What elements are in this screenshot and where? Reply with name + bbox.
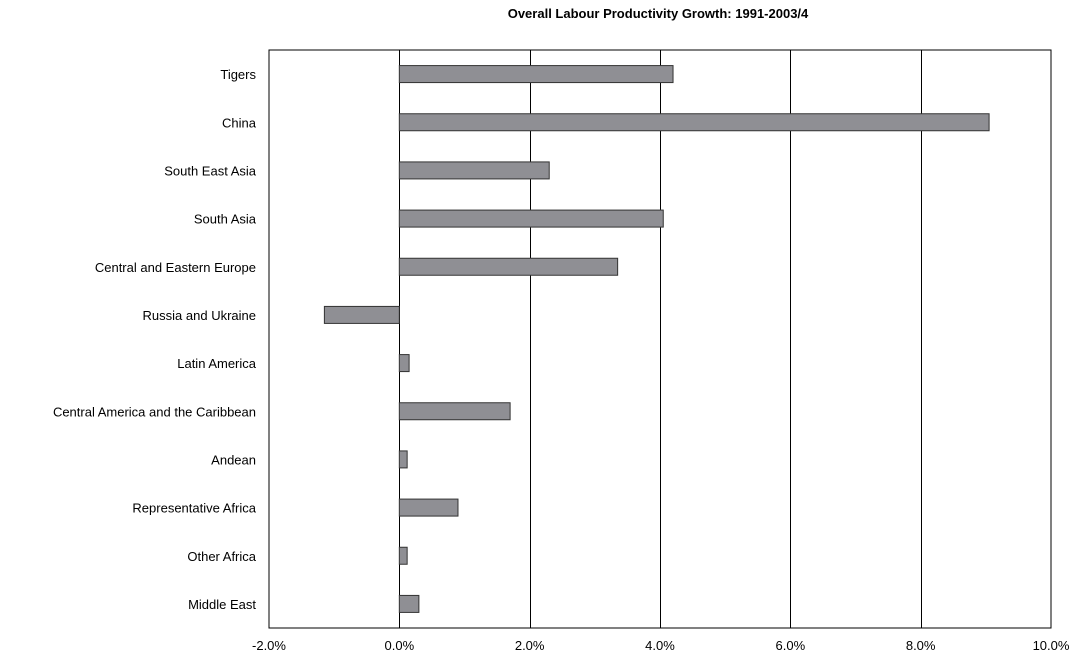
bar-0 [398, 65, 674, 84]
x-tick-label-0: -2.0% [252, 638, 286, 653]
bar-7 [398, 402, 511, 421]
category-label-10: Other Africa [187, 549, 256, 564]
x-tick-label-2: 2.0% [515, 638, 545, 653]
bar-6 [398, 354, 410, 373]
bar-5 [323, 305, 400, 324]
bar-9 [398, 498, 459, 517]
bar-8 [398, 450, 408, 469]
bar-4 [398, 257, 619, 276]
bar-2 [398, 161, 550, 180]
category-label-9: Representative Africa [132, 501, 256, 516]
category-label-5: Russia and Ukraine [143, 308, 256, 323]
x-tick-label-1: 0.0% [385, 638, 415, 653]
category-label-0: Tigers [220, 67, 256, 82]
bar-11 [398, 594, 420, 613]
bar-10 [398, 546, 408, 565]
chart-title: Overall Labour Productivity Growth: 1991… [508, 6, 809, 21]
category-label-1: China [222, 115, 257, 130]
bar-1 [398, 113, 990, 132]
category-label-4: Central and Eastern Europe [95, 260, 256, 275]
bar-3 [398, 209, 664, 228]
category-labels: Tigers China South East Asia South Asia Cent… [53, 67, 257, 612]
x-tick-labels: -2.0% 0.0% 2.0% 4.0% 6.0% 8.0% 10.0% [252, 638, 1070, 653]
x-tick-label-6: 10.0% [1033, 638, 1070, 653]
category-label-6: Latin America [177, 356, 257, 371]
category-label-11: Middle East [188, 597, 256, 612]
category-label-8: Andean [211, 452, 256, 467]
grid-lines [399, 50, 922, 628]
x-tick-label-4: 6.0% [776, 638, 806, 653]
category-label-3: South Asia [194, 212, 257, 227]
category-label-7: Central America and the Caribbean [53, 404, 256, 419]
x-tick-label-5: 8.0% [906, 638, 936, 653]
x-tick-label-3: 4.0% [645, 638, 675, 653]
category-label-2: South East Asia [164, 163, 257, 178]
bars [323, 65, 990, 613]
